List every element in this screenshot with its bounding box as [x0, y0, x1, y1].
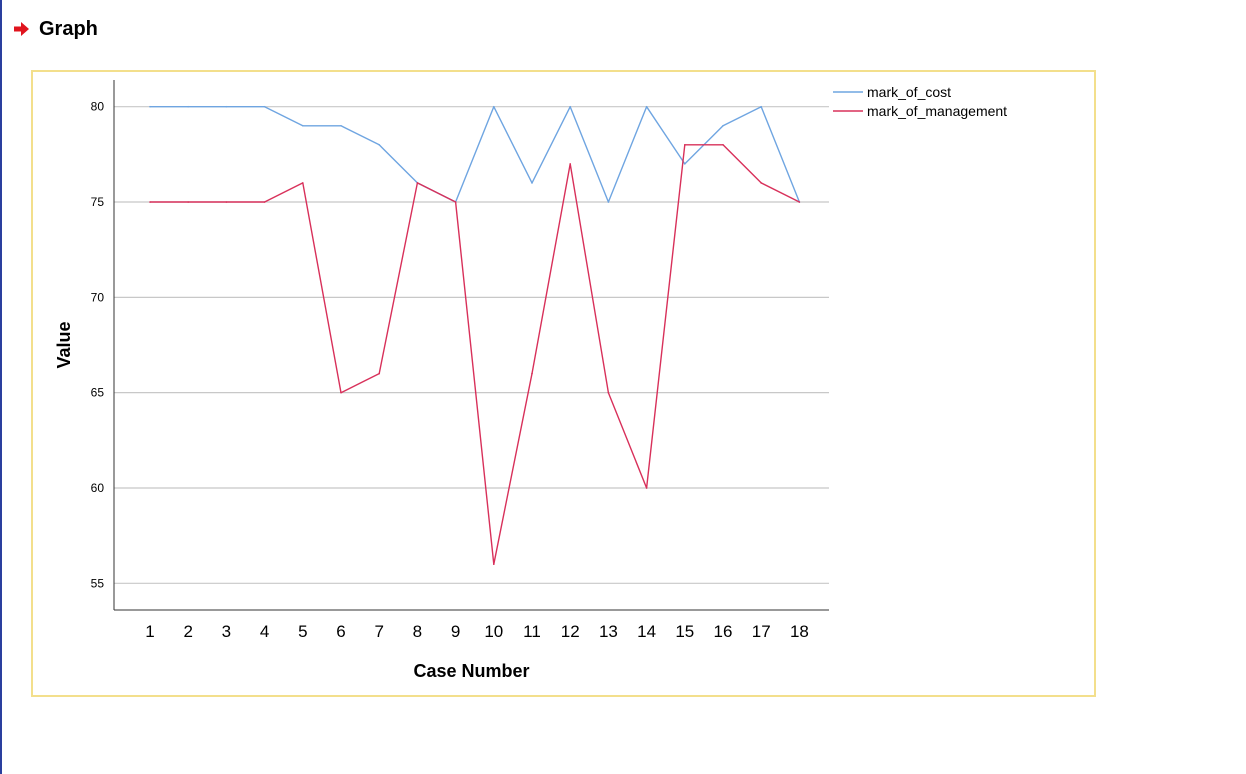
- x-tick-label: 6: [336, 622, 345, 641]
- y-axis-title: Value: [54, 321, 74, 368]
- legend-label: mark_of_cost: [867, 84, 951, 100]
- x-tick-label: 10: [484, 622, 503, 641]
- data-point: [760, 182, 762, 184]
- data-point: [684, 163, 686, 165]
- data-point: [225, 105, 228, 108]
- x-axis-title: Case Number: [413, 661, 529, 681]
- y-tick-label: 60: [91, 481, 105, 495]
- data-point: [340, 391, 342, 394]
- right-arrow-icon: [14, 22, 29, 36]
- data-point: [531, 372, 533, 375]
- data-point: [187, 201, 189, 203]
- x-tick-label: 13: [599, 622, 618, 641]
- data-point: [263, 105, 266, 108]
- series-lines: [149, 105, 801, 566]
- gridlines: [114, 106, 829, 584]
- data-point: [225, 201, 228, 203]
- x-tick-label: 18: [790, 622, 809, 641]
- x-tick-label: 4: [260, 622, 269, 641]
- section-header: Graph: [14, 16, 98, 42]
- x-tick-label: 5: [298, 622, 307, 641]
- data-point: [645, 105, 648, 108]
- y-tick-label: 75: [91, 195, 105, 209]
- y-tick-label: 80: [91, 100, 105, 114]
- x-tick-label: 11: [523, 622, 541, 641]
- data-point: [378, 372, 381, 375]
- data-point: [607, 391, 610, 394]
- series-line-mark-of-management: [150, 144, 800, 565]
- legend: mark_of_cost mark_of_management: [833, 84, 1007, 119]
- x-tick-label: 3: [222, 622, 231, 641]
- x-tick-label: 12: [561, 622, 580, 641]
- data-point: [722, 144, 724, 146]
- data-point: [340, 124, 342, 127]
- data-point: [531, 182, 533, 184]
- data-point: [302, 124, 304, 127]
- data-point: [302, 182, 304, 184]
- x-tick-label: 14: [637, 622, 656, 641]
- data-point: [798, 201, 801, 203]
- data-point: [760, 105, 762, 108]
- series-line-mark-of-cost: [150, 105, 801, 203]
- x-tick-labels: 1 2 3 4 5 6 7 8 9 10 11 12 13 14 15 16 17 18: [145, 622, 809, 641]
- data-point: [187, 105, 189, 108]
- x-tick-label: 7: [374, 622, 383, 641]
- data-point: [454, 201, 457, 203]
- y-tick-labels: 55 60 65 70 75 80: [91, 100, 105, 591]
- data-point: [569, 105, 571, 108]
- x-tick-label: 8: [413, 622, 422, 641]
- data-point: [569, 163, 571, 165]
- x-tick-label: 2: [183, 622, 192, 641]
- y-tick-label: 65: [91, 386, 105, 400]
- data-point: [722, 124, 724, 127]
- legend-label: mark_of_management: [867, 103, 1007, 119]
- data-point: [149, 105, 151, 108]
- y-tick-label: 55: [91, 576, 105, 590]
- left-border-rule: [0, 0, 2, 774]
- data-point: [607, 201, 610, 203]
- data-point: [493, 105, 495, 108]
- data-point: [378, 144, 381, 146]
- data-point: [645, 487, 648, 489]
- chart-frame: [31, 70, 1096, 697]
- x-tick-label: 9: [451, 622, 460, 641]
- section-title: Graph: [39, 17, 98, 40]
- y-tick-label: 70: [91, 290, 105, 304]
- x-tick-label: 17: [752, 622, 771, 641]
- x-tick-label: 15: [675, 622, 694, 641]
- data-point: [416, 182, 419, 184]
- x-tick-label: 16: [714, 622, 733, 641]
- x-tick-label: 1: [145, 622, 154, 641]
- data-point: [263, 201, 266, 203]
- data-point: [149, 201, 151, 203]
- data-point: [684, 144, 686, 146]
- data-point: [493, 563, 495, 566]
